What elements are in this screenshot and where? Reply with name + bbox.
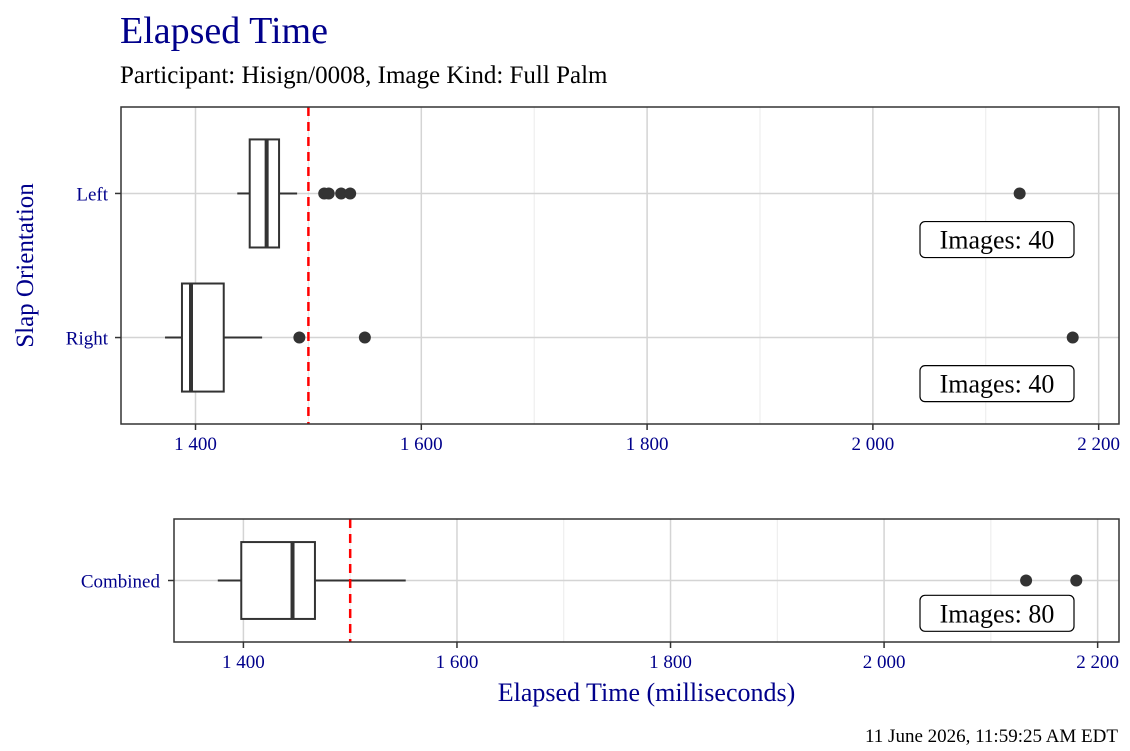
box xyxy=(180,282,225,393)
box xyxy=(240,541,316,620)
panel-border xyxy=(173,518,1120,643)
x-tick-label: 2 000 xyxy=(863,652,906,673)
footer: 11 June 2026, 11:59:25 AM EDT xyxy=(865,726,1118,747)
outlier xyxy=(1020,574,1033,587)
x-tick-label: 1 600 xyxy=(436,652,479,673)
x-tick-label: 1 400 xyxy=(174,434,217,455)
y-axis-label: Slap Orientation xyxy=(12,183,39,348)
outlier xyxy=(1070,574,1083,587)
outlier xyxy=(1013,187,1026,200)
annotation: Images: 40 xyxy=(940,370,1055,399)
x-tick-label: 2 000 xyxy=(852,434,895,455)
x-tick-label: 1 400 xyxy=(222,652,265,673)
annotation: Images: 40 xyxy=(940,226,1055,255)
annotation-box xyxy=(919,365,1075,403)
x-tick-label: 1 600 xyxy=(400,434,443,455)
chart-subtitle: Participant: Hisign/0008, Image Kind: Fu… xyxy=(120,62,608,89)
outlier xyxy=(293,331,306,344)
x-tick-label: 1 800 xyxy=(649,652,692,673)
y-tick-label: Combined xyxy=(81,572,161,593)
y-tick-label: Right xyxy=(66,329,109,350)
x-axis-label: Elapsed Time (milliseconds) xyxy=(498,678,796,707)
outlier xyxy=(344,187,357,200)
box xyxy=(248,138,281,249)
annotation: Images: 80 xyxy=(940,599,1055,628)
x-tick-label: 2 200 xyxy=(1076,652,1119,673)
y-tick-label: Left xyxy=(76,184,108,205)
outlier xyxy=(335,187,348,200)
x-tick-label: 2 200 xyxy=(1077,434,1120,455)
annotation-box xyxy=(919,220,1075,259)
chart-title: Elapsed Time xyxy=(120,10,328,52)
outlier xyxy=(1066,331,1079,344)
annotation-box xyxy=(919,594,1075,632)
x-tick-label: 1 800 xyxy=(626,434,669,455)
outlier xyxy=(322,187,335,200)
outlier xyxy=(358,331,371,344)
panel-border xyxy=(120,106,1120,425)
